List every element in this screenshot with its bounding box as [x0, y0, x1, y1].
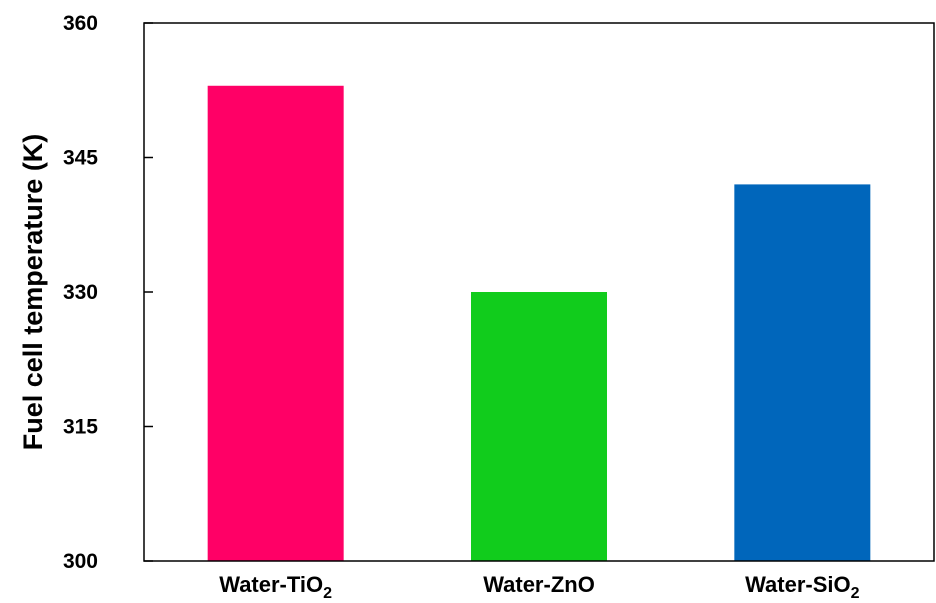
x-category-label: Water-TiO2 [219, 572, 332, 602]
y-axis-title: Fuel cell temperature (K) [18, 134, 48, 451]
bar-2 [471, 292, 607, 561]
y-tick-label: 330 [63, 281, 98, 304]
y-tick-label: 315 [63, 416, 98, 439]
y-tick-label: 360 [63, 12, 98, 35]
bars-group [207, 85, 871, 562]
y-axis-ticks: 300 315 330 345 360 [63, 12, 153, 573]
x-category-label: Water-SiO2 [745, 572, 860, 602]
x-axis-labels: Water-TiO2 Water-ZnO Water-SiO2 [219, 572, 859, 602]
x-category-label: Water-ZnO [483, 572, 595, 597]
y-tick-label: 300 [63, 550, 98, 573]
bar-1 [207, 85, 344, 562]
y-tick-label: 345 [63, 147, 98, 170]
bar-3 [734, 184, 871, 561]
